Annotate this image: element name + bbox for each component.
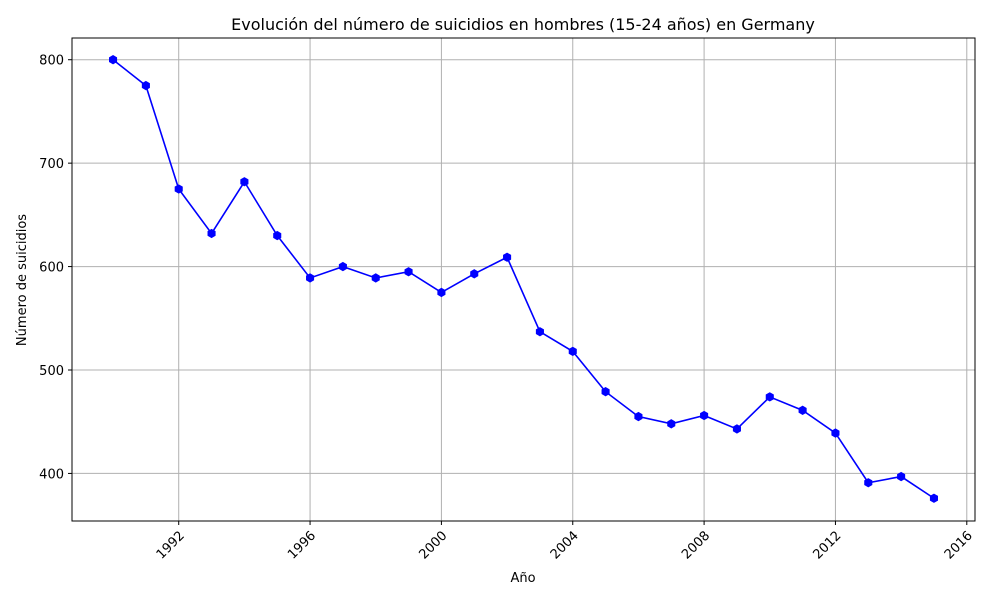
x-tick-label: 1992 bbox=[154, 528, 188, 562]
data-point bbox=[732, 424, 741, 434]
y-tick-label: 800 bbox=[39, 54, 64, 69]
y-tick-label: 700 bbox=[39, 157, 64, 172]
data-point bbox=[568, 346, 577, 357]
data-point bbox=[404, 267, 413, 277]
grid bbox=[72, 38, 975, 521]
data-point bbox=[240, 177, 249, 187]
x-tick-label: 2000 bbox=[416, 528, 450, 562]
y-tick-label: 600 bbox=[39, 261, 64, 276]
y-axis: 400 500 600 700 800 bbox=[39, 54, 72, 482]
data-point bbox=[897, 471, 906, 482]
data-point bbox=[700, 410, 709, 421]
data-point bbox=[929, 493, 938, 503]
series-line bbox=[112, 59, 935, 499]
data-point bbox=[174, 184, 183, 194]
data-point bbox=[207, 228, 216, 239]
plot-frame bbox=[71, 37, 976, 522]
x-tick-label: 2016 bbox=[942, 528, 976, 562]
data-point bbox=[798, 405, 807, 415]
data-point bbox=[667, 419, 676, 429]
x-tick-label: 2012 bbox=[810, 528, 844, 562]
series-points bbox=[109, 55, 938, 503]
x-axis-label: Año bbox=[510, 571, 535, 586]
data-point bbox=[306, 273, 315, 283]
y-tick-label: 400 bbox=[39, 467, 64, 482]
data-point bbox=[634, 411, 643, 422]
series-lines bbox=[112, 59, 935, 499]
data-point bbox=[765, 392, 774, 402]
y-tick-label: 500 bbox=[39, 364, 64, 379]
data-point bbox=[864, 478, 873, 488]
data-point bbox=[437, 287, 446, 298]
x-tick-label: 2004 bbox=[548, 528, 582, 562]
x-tick-label: 2008 bbox=[679, 528, 713, 562]
data-point bbox=[831, 428, 840, 438]
y-axis-label: Número de suicidios bbox=[15, 214, 30, 346]
x-axis: 1992 1996 2000 2004 2008 2012 2016 bbox=[154, 521, 976, 562]
data-point bbox=[503, 252, 512, 262]
x-tick-label: 1996 bbox=[285, 528, 319, 562]
data-point bbox=[470, 269, 479, 279]
data-point bbox=[273, 230, 282, 241]
data-point bbox=[141, 80, 150, 91]
data-point bbox=[338, 261, 347, 272]
data-point bbox=[371, 273, 380, 283]
data-point bbox=[535, 327, 544, 337]
data-point bbox=[601, 387, 610, 397]
chart-title: Evolución del número de suicidios en hom… bbox=[231, 15, 815, 34]
data-point bbox=[109, 55, 118, 65]
